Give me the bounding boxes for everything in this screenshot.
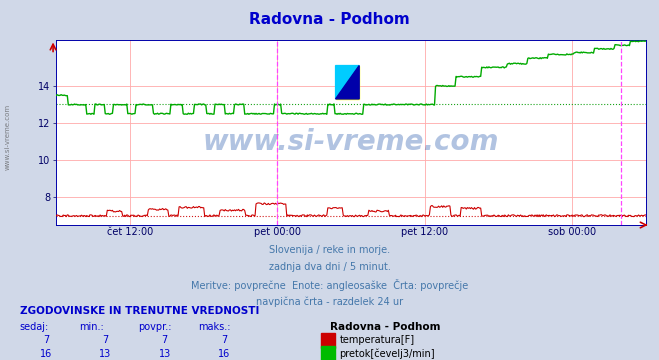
Text: pretok[čevelj3/min]: pretok[čevelj3/min] bbox=[339, 348, 435, 359]
FancyBboxPatch shape bbox=[335, 66, 359, 99]
Text: sedaj:: sedaj: bbox=[20, 322, 49, 332]
Text: pet 00:00: pet 00:00 bbox=[254, 227, 301, 237]
Text: 7: 7 bbox=[102, 335, 109, 345]
Text: Meritve: povprečne  Enote: angleosaške  Črta: povprečje: Meritve: povprečne Enote: angleosaške Čr… bbox=[191, 279, 468, 291]
Text: Radovna - Podhom: Radovna - Podhom bbox=[249, 12, 410, 27]
Text: 16: 16 bbox=[40, 348, 52, 359]
Text: ZGODOVINSKE IN TRENUTNE VREDNOSTI: ZGODOVINSKE IN TRENUTNE VREDNOSTI bbox=[20, 306, 259, 316]
Text: 13: 13 bbox=[100, 348, 111, 359]
Text: zadnja dva dni / 5 minut.: zadnja dva dni / 5 minut. bbox=[269, 262, 390, 273]
Text: 16: 16 bbox=[218, 348, 230, 359]
Text: 7: 7 bbox=[43, 335, 49, 345]
Text: www.si-vreme.com: www.si-vreme.com bbox=[203, 127, 499, 156]
Text: Radovna - Podhom: Radovna - Podhom bbox=[330, 322, 440, 332]
Text: 7: 7 bbox=[161, 335, 168, 345]
Text: 7: 7 bbox=[221, 335, 227, 345]
Text: Slovenija / reke in morje.: Slovenija / reke in morje. bbox=[269, 245, 390, 255]
Text: čet 12:00: čet 12:00 bbox=[107, 227, 153, 237]
Text: pet 12:00: pet 12:00 bbox=[401, 227, 448, 237]
Polygon shape bbox=[335, 66, 359, 99]
Text: sob 00:00: sob 00:00 bbox=[548, 227, 596, 237]
Text: temperatura[F]: temperatura[F] bbox=[339, 335, 415, 345]
Text: min.:: min.: bbox=[79, 322, 104, 332]
Text: povpr.:: povpr.: bbox=[138, 322, 172, 332]
Text: 13: 13 bbox=[159, 348, 171, 359]
Polygon shape bbox=[335, 66, 359, 99]
Text: www.si-vreme.com: www.si-vreme.com bbox=[5, 104, 11, 170]
Text: maks.:: maks.: bbox=[198, 322, 230, 332]
Text: navpična črta - razdelek 24 ur: navpična črta - razdelek 24 ur bbox=[256, 297, 403, 307]
